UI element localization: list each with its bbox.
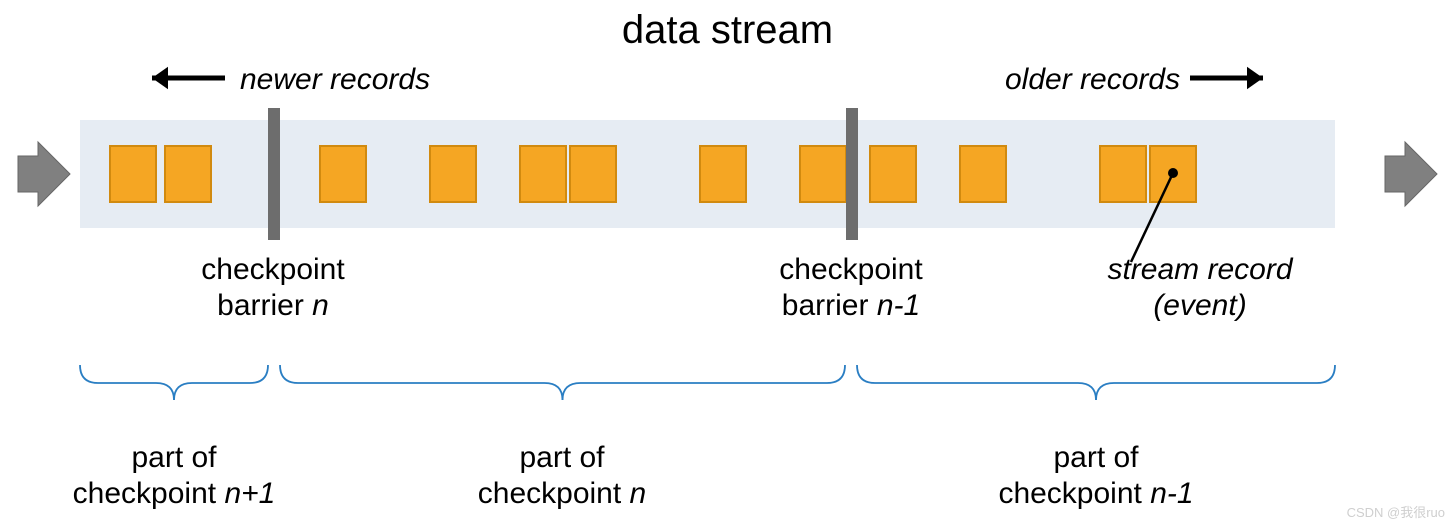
stream-record	[570, 146, 616, 202]
barrier-nm1-line2-prefix: barrier	[782, 289, 877, 322]
watermark: CSDN @我很ruo	[1347, 505, 1445, 521]
flow-arrow-right	[18, 142, 70, 206]
barrier-n-label: checkpoint barrier n	[201, 252, 344, 324]
part-label-1-line1: part of	[519, 441, 604, 474]
stream-record	[165, 146, 211, 202]
brace-2-left	[857, 365, 1096, 400]
barrier-nm1-line2-var: n-1	[877, 289, 920, 322]
barrier-n-line2-prefix: barrier	[217, 289, 312, 322]
stream-record-label: stream record (event)	[1107, 252, 1292, 324]
barrier-n-line2-var: n	[312, 289, 329, 322]
brace-1-right	[563, 365, 846, 400]
checkpoint-barrier-1	[846, 108, 858, 240]
part-label-0-line2-var: n+1	[224, 477, 275, 510]
stream-record	[960, 146, 1006, 202]
flow-arrow-right	[1385, 142, 1437, 206]
checkpoint-barrier-0	[268, 108, 280, 240]
part-label-1-line2-prefix: checkpoint	[478, 477, 630, 510]
barrier-nm1-label: checkpoint barrier n-1	[779, 252, 922, 324]
stream-record	[320, 146, 366, 202]
stream-record	[430, 146, 476, 202]
brace-1-left	[280, 365, 563, 400]
stream-record	[110, 146, 156, 202]
part-label-2-line2-prefix: checkpoint	[998, 477, 1150, 510]
older-records-label: older records	[1005, 62, 1180, 98]
stream-record	[1100, 146, 1146, 202]
brace-0-left	[80, 365, 174, 400]
part-label-0: part ofcheckpoint n+1	[73, 440, 276, 512]
stream-record	[870, 146, 916, 202]
part-label-2-line2-var: n-1	[1150, 477, 1193, 510]
barrier-n-line1: checkpoint	[201, 253, 344, 286]
stream-record	[700, 146, 746, 202]
newer-records-label: newer records	[240, 62, 430, 98]
part-label-2-line1: part of	[1053, 441, 1138, 474]
stream-record	[800, 146, 846, 202]
brace-0-right	[174, 365, 268, 400]
stream-record-line1: stream record	[1107, 253, 1292, 286]
older-arrow-head	[1247, 67, 1263, 89]
brace-2-right	[1096, 365, 1335, 400]
stream-record-line2: (event)	[1153, 289, 1246, 322]
part-label-2: part ofcheckpoint n-1	[998, 440, 1193, 512]
part-label-0-line1: part of	[131, 441, 216, 474]
part-label-1-line2-var: n	[630, 477, 647, 510]
newer-arrow-head	[152, 67, 168, 89]
part-label-0-line2-prefix: checkpoint	[73, 477, 225, 510]
stream-record	[520, 146, 566, 202]
part-label-1: part ofcheckpoint n	[478, 440, 646, 512]
barrier-nm1-line1: checkpoint	[779, 253, 922, 286]
